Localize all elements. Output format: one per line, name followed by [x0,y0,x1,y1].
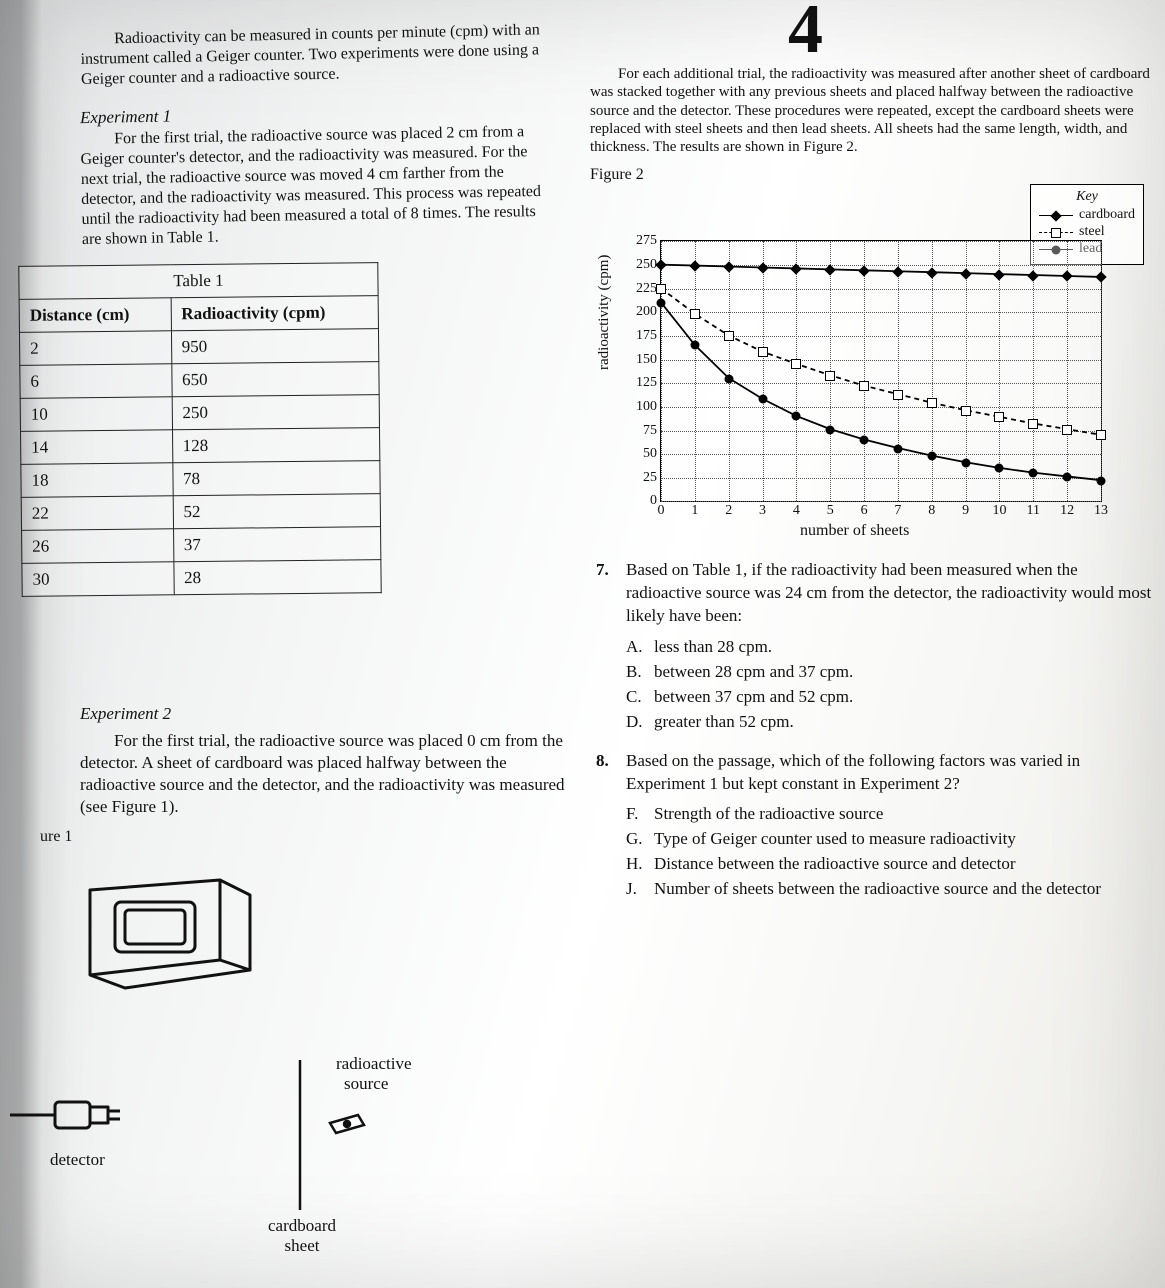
legend-steel: steel [1039,224,1135,240]
table-row: 2950 [19,329,378,366]
question-7: 7. Based on Table 1, if the radioactivit… [596,559,1156,736]
data-point [860,436,869,445]
question-8-stem: Based on the passage, which of the follo… [626,751,1080,793]
detector-label: detector [50,1150,105,1170]
experiment-2-body: For the first trial, the radioactive sou… [80,730,570,818]
x-tick: 1 [691,503,698,519]
y-tick: 75 [617,423,661,439]
y-tick: 175 [617,328,661,344]
x-tick: 0 [658,503,665,519]
data-point [826,425,835,434]
data-point [657,298,666,307]
experiment-1-body: For the first trial, the radioactive sou… [80,122,552,250]
answer-option: C.between 37 cpm and 52 cpm. [626,686,1156,709]
x-tick: 2 [725,503,732,519]
right-paragraph: For each additional trial, the radioacti… [590,65,1150,156]
y-tick: 150 [617,352,661,368]
table-1-col2: Radioactivity (cpm) [171,296,379,331]
answer-option: H.Distance between the radioactive sourc… [626,853,1156,876]
data-point [927,452,936,461]
figure-1: er er detector [40,850,500,1180]
y-tick: 125 [617,375,661,391]
answer-option: D.greater than 52 cpm. [626,711,1156,734]
cardboard-sheet-label: cardboard sheet [252,1216,352,1256]
table-1-title: Table 1 [19,263,378,300]
answer-option: J.Number of sheets between the radioacti… [626,878,1156,901]
diamond-marker-icon [1050,210,1061,221]
table-row: 14128 [21,428,380,465]
x-tick: 6 [861,503,868,519]
y-tick: 100 [617,399,661,415]
question-7-stem: Based on Table 1, if the radioactivity h… [626,560,1151,625]
table-1: Table 1 Distance (cm) Radioactivity (cpm… [18,262,381,597]
questions-block: 7. Based on Table 1, if the radioactivit… [596,545,1156,917]
figure-2-chart: radioactivity (cpm) number of sheets Key… [590,190,1140,550]
x-tick: 8 [928,503,935,519]
chart-plot-area: 0255075100125150175200225250275012345678… [660,240,1102,502]
x-tick: 12 [1060,503,1074,519]
answer-option: G.Type of Geiger counter used to measure… [626,828,1156,851]
x-tick: 11 [1027,503,1040,519]
figure-2-label: Figure 2 [590,166,1150,184]
y-tick: 250 [617,257,661,273]
experiment-2-block: Experiment 2 For the first trial, the ra… [80,690,570,1180]
worksheet-page: 4 Radioactivity can be measured in count… [0,0,1165,1288]
legend-title: Key [1039,189,1135,205]
figure-1-label: ure 1 [40,828,570,846]
data-point [1063,472,1072,481]
radioactive-source-label: radioactive source [336,1054,412,1094]
chart-x-label: number of sheets [800,522,909,540]
legend-cardboard: cardboard [1039,207,1135,223]
data-point [1097,476,1106,485]
table-row: 6650 [20,362,379,399]
answer-option: A.less than 28 cpm. [626,636,1156,659]
y-tick: 275 [617,233,661,249]
data-point [690,341,699,350]
x-tick: 10 [992,503,1006,519]
data-point [961,458,970,467]
x-tick: 5 [827,503,834,519]
table-row: 3028 [22,560,381,597]
page-number: 4 [788,0,825,70]
data-point [995,464,1004,473]
x-tick: 13 [1094,503,1108,519]
x-tick: 7 [894,503,901,519]
square-marker-icon [1051,228,1061,238]
y-tick: 50 [617,446,661,462]
data-point [1029,469,1038,478]
data-point [792,412,801,421]
y-tick: 225 [617,281,661,297]
y-tick: 200 [617,304,661,320]
data-point [724,374,733,383]
intro-paragraph: Radioactivity can be measured in counts … [80,20,551,90]
answer-option: F.Strength of the radioactive source [626,803,1156,826]
y-tick: 25 [617,470,661,486]
answer-option: B.between 28 cpm and 37 cpm. [626,661,1156,684]
experiment-2-heading: Experiment 2 [80,704,570,724]
x-tick: 4 [793,503,800,519]
right-column: For each additional trial, the radioacti… [590,65,1150,550]
table-row: 1878 [21,461,380,498]
left-column: Radioactivity can be measured in counts … [80,30,550,595]
table-row: 2252 [21,494,380,531]
chart-y-label: radioactivity (cpm) [596,255,613,370]
table-1-col1: Distance (cm) [19,298,171,333]
x-tick: 3 [759,503,766,519]
data-point [758,395,767,404]
question-8: 8. Based on the passage, which of the fo… [596,750,1156,904]
table-row: 10250 [20,395,379,432]
detector-icon [10,1090,160,1140]
y-tick: 0 [617,493,661,509]
x-tick: 9 [962,503,969,519]
table-row: 2637 [22,527,381,564]
data-point [893,444,902,453]
geiger-counter-icon [70,860,270,1000]
